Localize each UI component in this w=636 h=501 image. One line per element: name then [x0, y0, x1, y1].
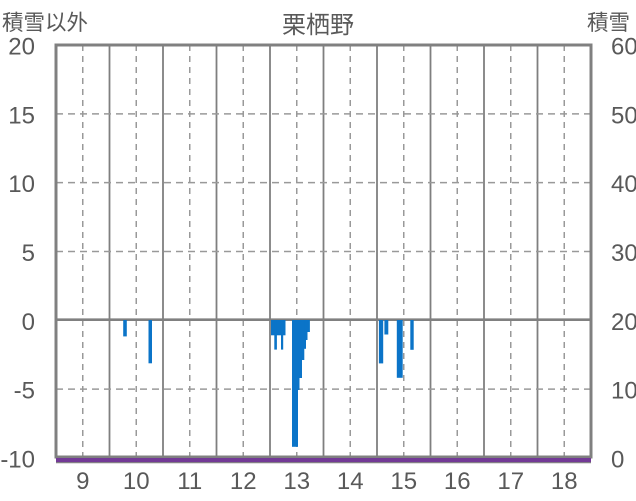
svg-text:50: 50: [611, 102, 636, 129]
svg-text:15: 15: [390, 468, 417, 495]
svg-text:17: 17: [497, 468, 524, 495]
svg-text:20: 20: [8, 34, 35, 61]
svg-text:9: 9: [76, 468, 89, 495]
svg-text:0: 0: [22, 309, 35, 336]
svg-text:13: 13: [283, 468, 310, 495]
svg-text:5: 5: [22, 240, 35, 267]
svg-text:10: 10: [8, 171, 35, 198]
svg-text:10: 10: [123, 468, 150, 495]
svg-text:-10: -10: [0, 447, 35, 474]
svg-text:10: 10: [611, 378, 636, 405]
svg-text:11: 11: [177, 468, 202, 495]
svg-text:30: 30: [611, 240, 636, 267]
svg-text:0: 0: [611, 447, 624, 474]
svg-text:16: 16: [444, 468, 471, 495]
svg-text:60: 60: [611, 34, 636, 61]
svg-text:18: 18: [551, 468, 578, 495]
svg-text:40: 40: [611, 171, 636, 198]
svg-text:15: 15: [8, 102, 35, 129]
svg-text:-5: -5: [14, 378, 35, 405]
svg-text:14: 14: [337, 468, 364, 495]
svg-text:12: 12: [230, 468, 257, 495]
svg-text:20: 20: [611, 309, 636, 336]
